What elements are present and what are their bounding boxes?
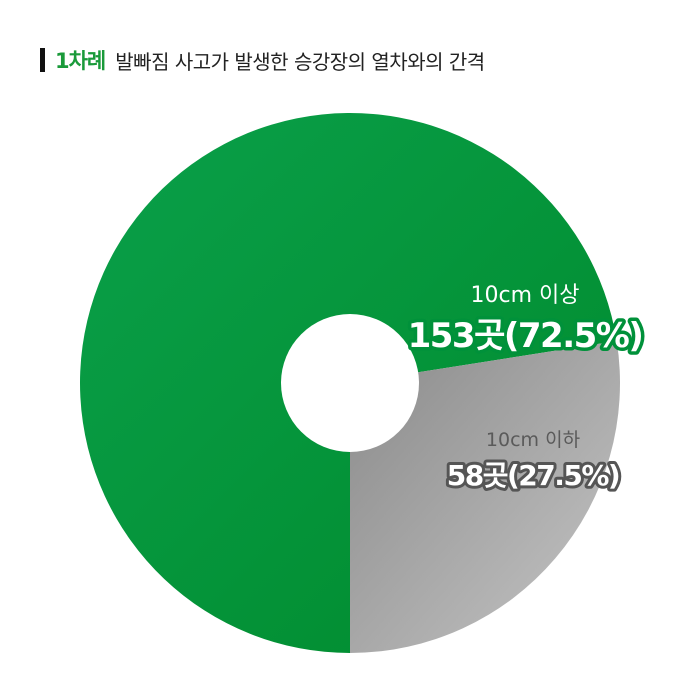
title-text: 발빠짐 사고가 발생한 승강장의 열차와의 간격: [115, 49, 485, 74]
title-tag: 1차례: [55, 49, 106, 73]
chart-title: 1차례 발빠짐 사고가 발생한 승강장의 열차와의 간격: [40, 46, 485, 74]
slice-category-label: 10cm 이하: [486, 429, 580, 451]
slice-under-10cm: [350, 340, 620, 653]
title-accent-bar: [40, 48, 45, 72]
donut-hole: [281, 314, 419, 452]
slice-value-label: 153곳(72.5%): [408, 316, 643, 356]
slice-category-label: 10cm 이상: [471, 283, 580, 308]
slice-value-label: 58곳(27.5%): [447, 459, 619, 492]
